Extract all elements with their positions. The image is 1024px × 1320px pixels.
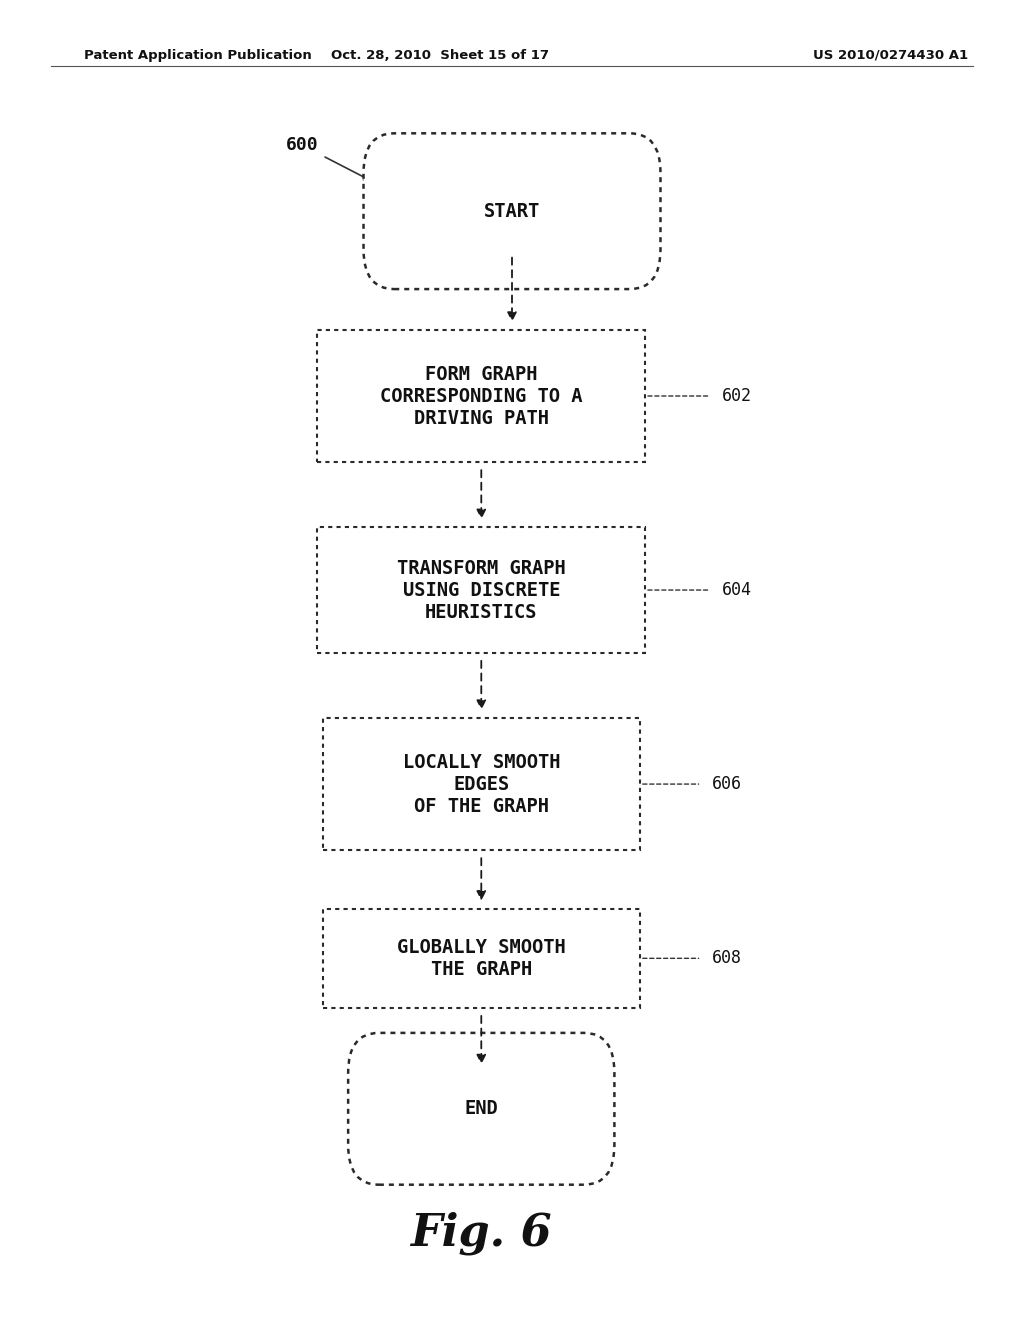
FancyBboxPatch shape	[348, 1032, 614, 1185]
FancyBboxPatch shape	[323, 908, 640, 1008]
Text: 604: 604	[722, 581, 752, 599]
Text: FORM GRAPH
CORRESPONDING TO A
DRIVING PATH: FORM GRAPH CORRESPONDING TO A DRIVING PA…	[380, 364, 583, 428]
Text: LOCALLY SMOOTH
EDGES
OF THE GRAPH: LOCALLY SMOOTH EDGES OF THE GRAPH	[402, 752, 560, 816]
Text: END: END	[465, 1100, 498, 1118]
Text: US 2010/0274430 A1: US 2010/0274430 A1	[813, 49, 969, 62]
FancyBboxPatch shape	[317, 527, 645, 652]
Text: Patent Application Publication: Patent Application Publication	[84, 49, 311, 62]
Text: Oct. 28, 2010  Sheet 15 of 17: Oct. 28, 2010 Sheet 15 of 17	[332, 49, 549, 62]
Text: TRANSFORM GRAPH
USING DISCRETE
HEURISTICS: TRANSFORM GRAPH USING DISCRETE HEURISTIC…	[397, 558, 565, 622]
Text: 608: 608	[712, 949, 741, 968]
Text: Fig. 6: Fig. 6	[411, 1212, 552, 1254]
FancyBboxPatch shape	[317, 330, 645, 462]
Text: GLOBALLY SMOOTH
THE GRAPH: GLOBALLY SMOOTH THE GRAPH	[397, 937, 565, 979]
FancyBboxPatch shape	[323, 718, 640, 850]
Text: START: START	[484, 202, 540, 220]
Text: 606: 606	[712, 775, 741, 793]
FancyBboxPatch shape	[364, 133, 660, 289]
Text: 600: 600	[286, 136, 318, 154]
Text: 602: 602	[722, 387, 752, 405]
